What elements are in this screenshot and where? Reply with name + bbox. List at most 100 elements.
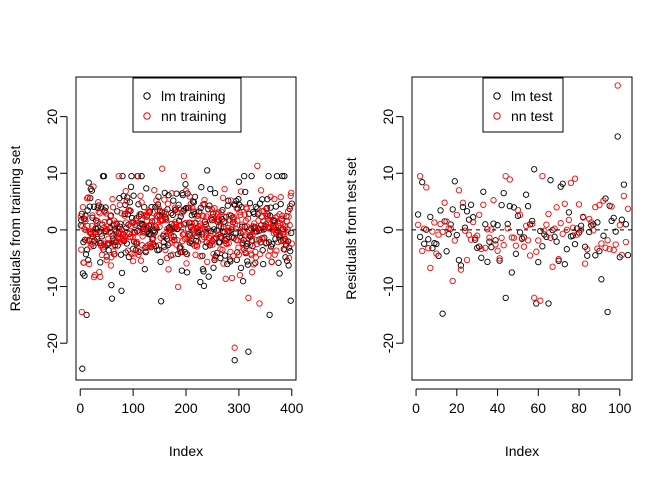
test-point-nn: [429, 228, 436, 235]
test-point-nn: [414, 221, 422, 228]
test-point-lm: [414, 211, 422, 218]
training-point-nn: [134, 247, 142, 254]
test-point-nn: [482, 244, 489, 252]
training-point-lm: [248, 172, 255, 180]
training-point-nn: [221, 185, 228, 193]
test-point-nn: [510, 234, 518, 241]
training-point-nn: [264, 215, 272, 222]
test-point-lm: [492, 237, 499, 244]
training-point-nn: [218, 208, 225, 215]
test-y-tick-label: -20: [380, 333, 396, 353]
training-plot-marks: [77, 162, 295, 372]
test-point-lm: [480, 188, 487, 195]
test-point-nn: [518, 235, 526, 242]
training-point-nn: [101, 218, 108, 226]
training-point-nn: [210, 250, 217, 258]
training-point-lm: [205, 273, 212, 280]
training-point-lm: [159, 209, 166, 216]
training-point-nn: [236, 271, 244, 279]
test-point-nn: [586, 215, 593, 223]
training-point-nn: [104, 240, 111, 247]
test-point-nn: [531, 294, 538, 301]
training-point-lm: [126, 199, 134, 206]
training-point-nn: [100, 240, 108, 247]
training-point-nn: [107, 212, 114, 220]
test-point-nn: [449, 277, 456, 285]
test-point-lm: [539, 243, 546, 250]
test-point-lm: [469, 214, 477, 221]
test-point-lm: [600, 232, 607, 239]
training-point-lm: [124, 194, 131, 201]
test-point-nn: [602, 244, 609, 251]
training-point-lm: [204, 167, 211, 174]
test-point-lm: [451, 178, 458, 185]
test-point-lm: [437, 207, 444, 214]
training-point-nn: [178, 244, 185, 252]
test-point-lm: [592, 252, 599, 259]
training-point-nn: [285, 254, 293, 262]
training-point-nn: [94, 218, 101, 225]
training-point-nn: [129, 257, 137, 265]
training-point-nn: [191, 224, 199, 231]
test-x-tick-label: 40: [490, 400, 506, 416]
training-point-lm: [86, 203, 93, 210]
training-point-lm: [117, 220, 124, 227]
test-point-nn: [504, 225, 511, 232]
training-point-lm: [100, 172, 108, 180]
test-point-lm: [484, 258, 491, 266]
test-point-nn: [508, 234, 515, 241]
training-point-nn: [96, 268, 103, 276]
training-point-lm: [157, 258, 164, 266]
training-point-nn: [257, 187, 265, 194]
training-point-lm: [225, 234, 232, 241]
training-point-nn: [168, 224, 175, 232]
training-x-axis-label: Index: [169, 443, 203, 459]
training-point-nn: [127, 233, 134, 241]
test-point-nn: [478, 245, 485, 253]
training-point-nn: [82, 217, 89, 225]
test-point-lm: [565, 209, 573, 216]
training-point-nn: [240, 229, 247, 236]
training-point-nn: [175, 223, 183, 230]
training-point-nn: [215, 209, 222, 216]
training-point-nn: [109, 204, 117, 211]
training-point-nn: [201, 196, 208, 204]
test-point-lm: [459, 203, 467, 211]
test-point-lm: [624, 251, 632, 259]
training-point-lm: [157, 298, 165, 305]
training-point-nn: [252, 254, 259, 261]
training-point-nn: [211, 254, 219, 262]
test-point-lm: [467, 201, 475, 208]
training-point-lm: [197, 278, 204, 286]
test-point-lm: [537, 227, 544, 235]
training-point-lm: [160, 239, 167, 246]
training-point-nn: [259, 236, 266, 243]
training-point-lm: [200, 268, 207, 275]
test-point-lm: [618, 216, 625, 223]
training-point-nn: [189, 204, 196, 212]
test-point-nn: [535, 237, 542, 244]
training-y-axis-label: Residuals from training set: [7, 146, 23, 312]
test-point-lm: [561, 261, 568, 268]
training-point-nn: [246, 242, 254, 249]
test-point-nn: [439, 228, 446, 236]
training-point-nn: [274, 213, 281, 220]
test-y-axis: -20 -10 0 10 20: [380, 109, 404, 353]
training-point-nn: [235, 251, 243, 258]
training-point-nn: [253, 236, 260, 244]
test-point-nn: [516, 211, 524, 219]
training-point-lm: [85, 179, 92, 186]
test-y-tick-label: 10: [380, 165, 396, 181]
training-point-nn: [127, 222, 135, 230]
training-point-nn: [86, 260, 93, 268]
test-point-lm: [447, 221, 454, 228]
training-point-lm: [194, 212, 201, 219]
test-x-tick-label: 80: [571, 400, 587, 416]
test-point-nn: [594, 245, 601, 252]
training-point-nn: [231, 344, 238, 351]
training-point-nn: [234, 217, 241, 224]
training-point-lm: [241, 172, 248, 180]
training-point-nn: [251, 220, 258, 227]
training-point-nn: [165, 266, 172, 273]
training-point-nn: [271, 195, 278, 203]
